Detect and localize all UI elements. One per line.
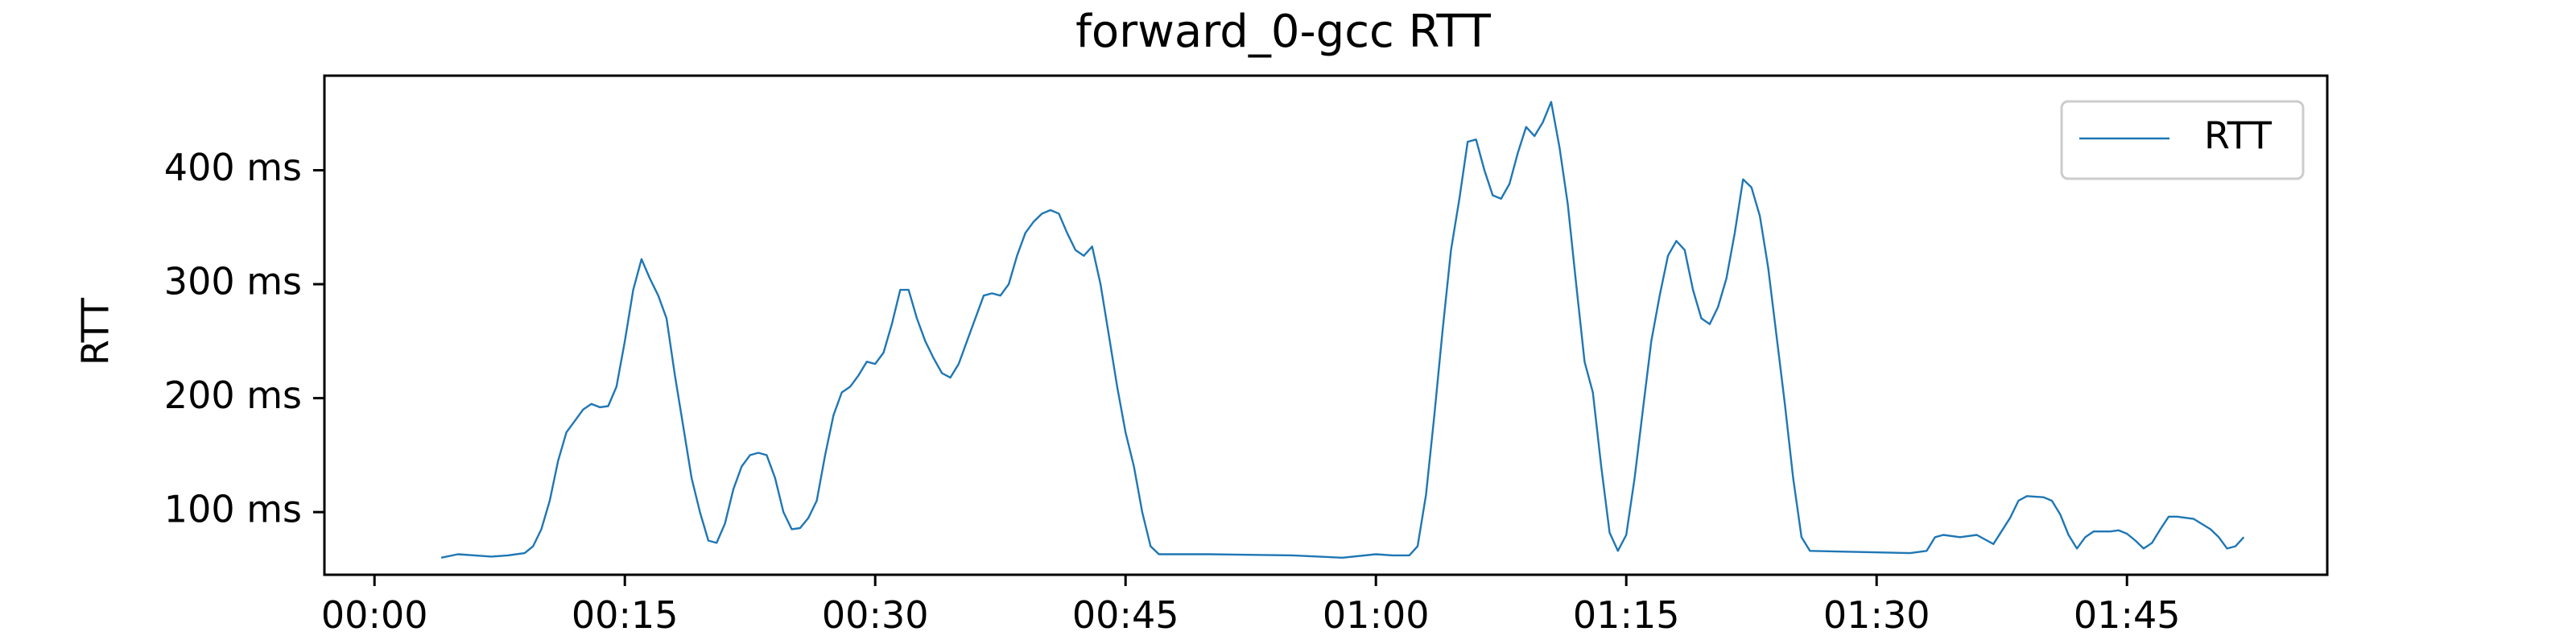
x-tick-label: 00:45	[1072, 593, 1179, 637]
y-tick-label: 200 ms	[164, 374, 302, 417]
y-tick-label: 100 ms	[164, 488, 302, 531]
legend-box	[2060, 100, 2305, 180]
x-tick-label: 00:30	[822, 593, 929, 637]
y-tick-label: 400 ms	[164, 146, 302, 189]
plot-area	[323, 74, 2329, 576]
y-axis: 100 ms 200 ms 300 ms 400 ms	[164, 146, 324, 531]
chart-title: forward_0-gcc RTT	[1075, 6, 1492, 58]
x-tick-label: 01:45	[2074, 593, 2181, 637]
x-tick-label: 01:00	[1323, 593, 1430, 637]
x-tick-label: 00:00	[321, 593, 428, 637]
legend-label-rtt: RTT	[2204, 114, 2273, 158]
series-line-rtt	[440, 101, 2245, 559]
x-tick-label: 00:15	[572, 593, 679, 637]
legend: RTT	[2060, 100, 2305, 180]
x-tick-label: 01:30	[1823, 593, 1930, 637]
y-axis-label: RTT	[74, 297, 118, 365]
y-tick-label: 300 ms	[164, 260, 302, 303]
plot-frame	[323, 74, 2329, 576]
x-axis: 00:00 00:15 00:30 00:45 01:00 01:15 01:30 01:45	[321, 575, 2181, 637]
x-tick-label: 01:15	[1573, 593, 1680, 637]
